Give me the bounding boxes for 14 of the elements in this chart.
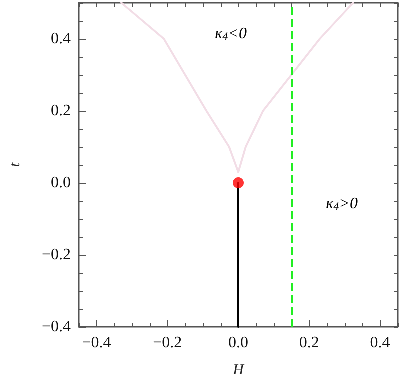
y-tick-label: 0.2 — [51, 102, 71, 120]
x-tick-label: 0.4 — [370, 334, 390, 352]
y-tick-label: 0.4 — [51, 30, 71, 48]
x-tick-label: 0.2 — [299, 334, 320, 352]
y-tick-label: −0.2 — [42, 246, 71, 264]
annotation: κ4<0 — [215, 26, 247, 43]
x-tick-label: −0.2 — [153, 334, 182, 352]
x-tick-label: −0.4 — [82, 334, 112, 352]
y-axis-title: t — [8, 162, 24, 168]
annotation: κ4>0 — [326, 196, 358, 213]
x-tick-label: 0.0 — [228, 334, 248, 352]
y-tick-label: 0.0 — [51, 174, 71, 192]
x-axis-title: H — [232, 362, 246, 378]
y-tick-label: −0.4 — [42, 318, 71, 336]
